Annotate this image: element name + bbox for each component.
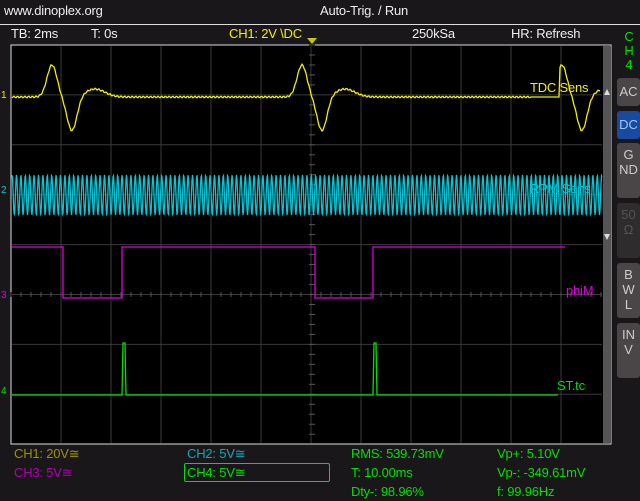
ch1-scale[interactable]: CH1: 20V≅ xyxy=(14,446,80,461)
trace-label-3: phiM xyxy=(566,283,594,298)
period-measure: T: 10.00ms xyxy=(351,465,413,480)
side-channel-label: CH4 xyxy=(624,29,634,72)
ch2-scale[interactable]: CH2: 5V≅ xyxy=(187,446,246,461)
trigger-level-down-icon xyxy=(604,234,610,240)
side-button-5[interactable]: INV xyxy=(617,323,640,378)
header-divider xyxy=(0,24,640,25)
frequency-measure: f: 99.96Hz xyxy=(497,484,555,499)
side-button-3[interactable]: 50Ω xyxy=(617,203,640,258)
trigger-time[interactable]: T: 0s xyxy=(91,26,118,41)
ch4-scale-selected[interactable] xyxy=(184,463,330,482)
trace-label-1: TDC Sens xyxy=(530,80,589,95)
waveform-display[interactable] xyxy=(0,0,640,450)
site-label: www.dinoplex.org xyxy=(4,3,103,18)
ch2-trace xyxy=(11,173,603,217)
ch4-trace xyxy=(12,342,558,396)
vp-minus-measure: Vp-: -349.61mV xyxy=(497,465,586,480)
side-button-2[interactable]: GND xyxy=(617,143,640,198)
trace-label-4: ST.tc xyxy=(557,378,585,393)
trace-label-2: RPM Sens xyxy=(530,181,591,196)
ch3-scale[interactable]: CH3: 5V≅ xyxy=(14,465,73,480)
trigger-source[interactable]: CH1: 2V \DC xyxy=(229,26,302,41)
duty-measure: Dty-: 98.96% xyxy=(351,484,424,499)
rms-measure: RMS: 539.73mV xyxy=(351,446,444,461)
ch1-trace xyxy=(11,63,601,133)
acquisition-mode: Auto-Trig. / Run xyxy=(320,3,409,18)
trigger-level-up-icon xyxy=(604,89,610,95)
ch3-trace xyxy=(12,246,565,299)
side-button-0[interactable]: AC xyxy=(617,78,640,106)
channel-marker-1[interactable]: 1 xyxy=(1,90,7,101)
vp-plus-measure: Vp+: 5.10V xyxy=(497,446,560,461)
trigger-position-marker[interactable] xyxy=(307,38,317,44)
channel-marker-3[interactable]: 3 xyxy=(1,290,7,301)
scrollbar[interactable] xyxy=(603,46,611,443)
channel-marker-2[interactable]: 2 xyxy=(1,185,7,196)
timebase[interactable]: TB: 2ms xyxy=(11,26,58,41)
sample-rate: 250kSa xyxy=(412,26,455,41)
side-button-4[interactable]: BWL xyxy=(617,263,640,318)
channel-marker-4[interactable]: 4 xyxy=(1,386,7,397)
ch4-scale[interactable]: CH4: 5V≅ xyxy=(187,465,246,480)
side-button-1[interactable]: DC xyxy=(617,111,640,139)
hr-mode[interactable]: HR: Refresh xyxy=(511,26,581,41)
